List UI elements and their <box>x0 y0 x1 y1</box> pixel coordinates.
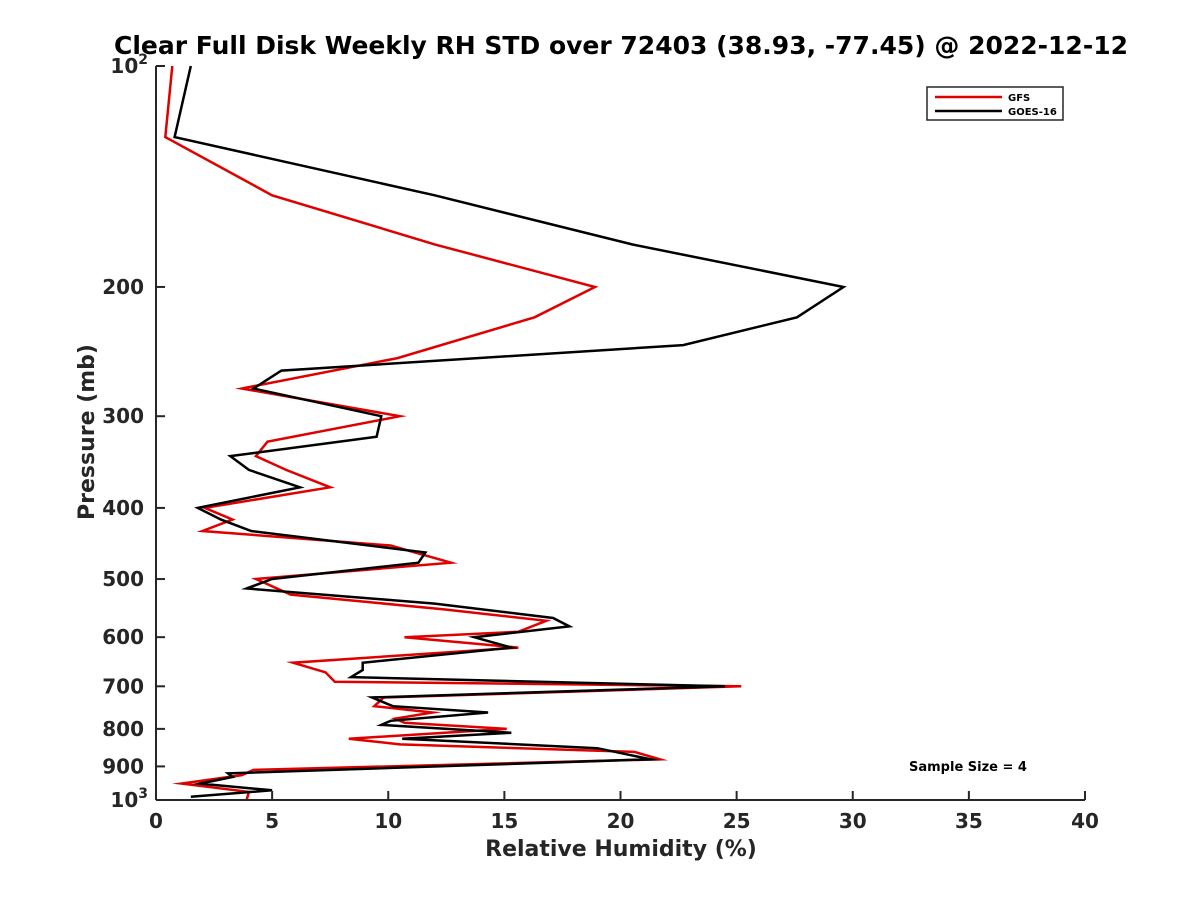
x-tick-label: 10 <box>374 809 402 833</box>
y-tick-label: 200 <box>102 275 144 299</box>
y-tick-label: 103 <box>110 786 148 812</box>
chart-title: Clear Full Disk Weekly RH STD over 72403… <box>114 31 1128 60</box>
x-tick-label: 20 <box>607 809 635 833</box>
y-tick-label: 900 <box>102 754 144 778</box>
legend: GFS GOES-16 <box>926 86 1064 121</box>
sample-size-annotation: Sample Size = 4 <box>909 760 1027 775</box>
y-tick-label: 500 <box>102 567 144 591</box>
series-layer <box>163 65 847 801</box>
y-tick-label: 400 <box>102 496 144 520</box>
legend-label: GFS <box>1008 93 1030 104</box>
series-line-gfs <box>163 65 742 801</box>
y-tick-label: 300 <box>102 404 144 428</box>
x-tick-label: 5 <box>265 809 279 833</box>
y-axis-label: Pressure (mb) <box>75 344 100 520</box>
y-tick-label: 600 <box>102 625 144 649</box>
x-tick-label: 35 <box>955 809 983 833</box>
x-axis-label: Relative Humidity (%) <box>485 837 757 862</box>
x-tick-label: 25 <box>723 809 751 833</box>
y-tick-label: 800 <box>102 717 144 741</box>
legend-box <box>926 86 1064 121</box>
x-tick-label: 30 <box>839 809 867 833</box>
axes-layer: 0 5 10 15 20 25 30 35 40 102 200 300 400 500 600 700 800… <box>102 52 1099 833</box>
y-tick-label: 700 <box>102 674 144 698</box>
y-tick-label: 102 <box>110 52 148 78</box>
series-line-goes-16 <box>173 65 847 799</box>
plot-area: 0 5 10 15 20 25 30 35 40 102 200 300 400 500 600 700 800… <box>102 52 1099 833</box>
x-tick-label: 0 <box>149 809 163 833</box>
x-tick-label: 40 <box>1071 809 1099 833</box>
legend-label: GOES-16 <box>1008 107 1057 118</box>
x-tick-label: 15 <box>490 809 518 833</box>
